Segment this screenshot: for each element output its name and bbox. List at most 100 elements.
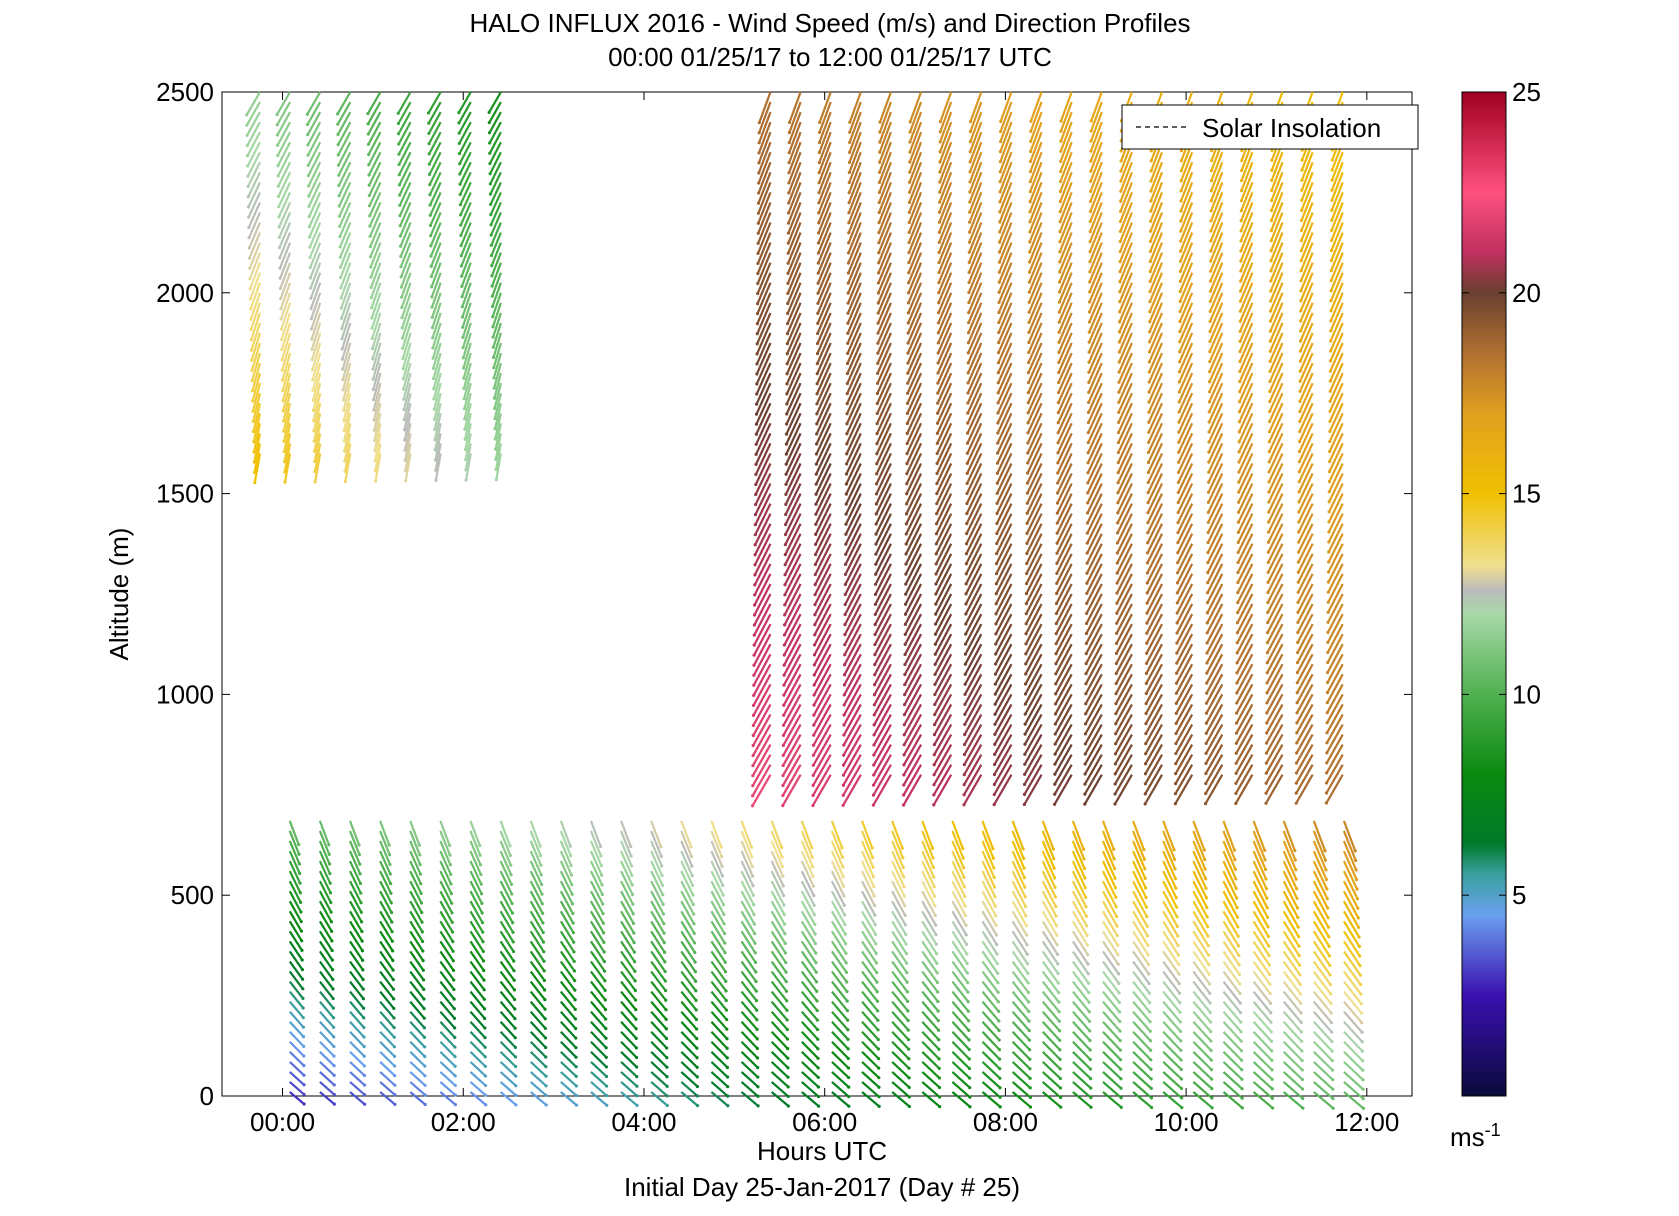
wind-arrow-head [1144,681,1148,686]
wind-arrow [787,161,802,194]
wind-arrow [589,870,604,895]
wind-arrow-head [1147,430,1151,434]
wind-arrow-head [1088,290,1092,294]
wind-arrow-head [543,1017,547,1021]
wind-arrow-head [1206,540,1210,545]
wind-arrow [1102,970,1120,994]
wind-arrow [754,523,772,556]
wind-arrow [1058,282,1073,313]
wind-arrow [349,940,364,961]
wind-arrow-head [1300,1039,1304,1044]
wind-arrow [469,1041,487,1058]
wind-arrow-head [1024,612,1028,616]
wind-arrow-head [781,783,785,788]
wind-arrow-head [846,1066,851,1070]
wind-arrow-head [300,958,304,962]
wind-arrow-head [451,968,456,972]
wind-arrow [402,342,412,370]
wind-arrow [1176,553,1194,584]
wind-arrow-head [602,940,606,945]
wind-arrow [1235,663,1254,694]
wind-arrow-head [492,386,496,390]
wind-arrow [830,820,844,849]
wind-arrow [1176,583,1194,614]
wind-arrow [758,101,772,134]
wind-arrow [1057,412,1073,444]
wind-arrow [1090,91,1103,122]
wind-arrow [1222,940,1241,966]
wind-arrow [998,171,1013,203]
wind-arrow [439,1091,457,1106]
wind-arrow [288,1010,305,1028]
wind-arrow [529,960,546,982]
wind-arrow-head [1024,642,1028,646]
wind-arrow [1149,242,1164,272]
wind-arrow [463,392,472,420]
wind-arrow-head [787,201,791,205]
wind-arrow [1178,352,1194,383]
wind-arrow-head [1114,905,1118,909]
wind-arrow-head [332,1073,336,1077]
wind-arrow-head [933,692,937,697]
wind-arrow [492,352,502,379]
wind-arrow-head [328,872,332,876]
wind-arrow [379,1010,395,1029]
wind-arrow [786,262,802,294]
wind-arrow [313,423,322,452]
wind-arrow-head [1084,672,1088,676]
wind-arrow [1102,880,1118,908]
wind-arrow-head [814,452,819,456]
wind-arrow-head [427,121,431,125]
wind-arrow-head [489,212,493,217]
wind-arrow [276,101,292,126]
wind-arrow-head [1028,1057,1032,1061]
wind-arrow [490,222,502,246]
wind-arrow-head [1269,1039,1274,1043]
wind-arrow [1343,940,1361,967]
wind-arrow-head [1057,1010,1061,1014]
wind-arrow-head [754,452,758,456]
wind-arrow-head [784,442,788,446]
wind-arrow-head [783,922,787,926]
wind-arrow [848,141,862,173]
wind-arrow-head [308,266,312,270]
wind-arrow-head [1236,560,1240,565]
wind-arrow [620,950,636,972]
wind-arrow [877,212,892,244]
wind-arrow [782,693,802,726]
wind-arrow [754,452,772,485]
wind-arrow [1162,880,1178,908]
wind-arrow-head [1264,877,1268,881]
wind-arrow [817,212,832,244]
wind-arrow-head [1058,1048,1062,1052]
wind-arrow-head [336,132,340,136]
wind-arrow [800,850,815,877]
wind-arrow-head [1115,541,1120,545]
wind-arrow [1102,930,1119,956]
wind-arrow [755,382,772,415]
wind-arrow [1117,402,1133,433]
wind-arrow [1071,950,1090,975]
wind-arrow-head [1173,867,1177,871]
wind-arrow-head [369,306,374,310]
wind-arrow-head [812,643,817,647]
wind-arrow [903,643,923,676]
wind-arrow [847,222,862,254]
wind-arrow [906,322,923,354]
wind-arrow-head [1174,711,1178,715]
wind-arrow-head [967,290,971,295]
wind-arrow-head [902,753,906,757]
wind-arrow-head [1058,1057,1062,1061]
wind-arrow [620,920,636,944]
wind-arrow [1162,940,1180,966]
wind-arrow-head [753,543,757,547]
wind-arrow-head [841,773,846,777]
wind-arrow [1041,840,1056,869]
wind-arrow-head [877,170,882,174]
wind-arrow [1252,880,1269,909]
wind-arrow-head [1299,1001,1303,1005]
wind-arrow [279,262,292,289]
wind-arrow-head [604,1065,609,1069]
wind-arrow-head [359,891,363,895]
wind-arrow-head [1087,400,1091,405]
